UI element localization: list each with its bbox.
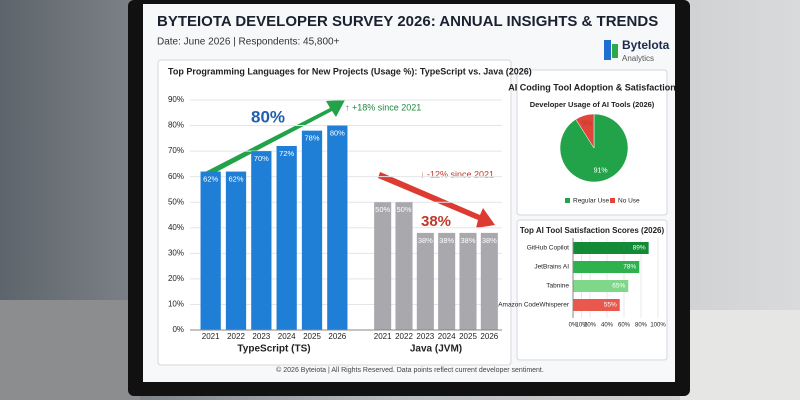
y-tick-label: JetBrains AI — [534, 264, 569, 271]
bar — [225, 171, 247, 330]
bar — [276, 146, 297, 330]
chart-title: Top Programming Languages for New Projec… — [168, 66, 532, 76]
y-tick-label: GitHub Copilot — [527, 245, 569, 252]
group-label: Java (JVM) — [410, 344, 462, 355]
x-tick-label: 100% — [650, 323, 666, 329]
value-label: 91% — [594, 168, 608, 175]
x-tick-label: 60% — [618, 323, 631, 329]
x-tick-label: 2023 — [252, 332, 270, 341]
value-label: 38% — [418, 236, 433, 245]
legend-label: Regular Use — [573, 198, 610, 205]
legend-label: No Use — [618, 198, 640, 205]
header-subtitle: Date: June 2026 | Respondents: 45,800+ — [157, 37, 340, 48]
value-label: 70% — [254, 154, 269, 163]
legend-swatch — [565, 198, 570, 203]
bar — [200, 171, 221, 330]
value-label: 38% — [460, 236, 475, 245]
value-label: 50% — [396, 205, 411, 214]
y-tick-label: 20% — [168, 274, 184, 283]
value-label: 50% — [375, 205, 390, 214]
bar — [374, 202, 392, 330]
y-tick-label: 50% — [168, 197, 184, 206]
x-tick-label: 10% — [575, 323, 588, 329]
y-tick-label: 60% — [168, 172, 184, 181]
header-title: BYTEIOTA DEVELOPER SURVEY 2026: ANNUAL I… — [157, 13, 658, 30]
value-label: 65% — [612, 283, 625, 290]
x-tick-label: 2021 — [374, 332, 392, 341]
chart-title: Developer Usage of AI Tools (2026) — [530, 100, 655, 109]
y-tick-label: 10% — [168, 300, 184, 309]
trend-arrow — [378, 172, 495, 228]
y-tick-label: 30% — [168, 248, 184, 257]
bar — [573, 261, 640, 273]
y-tick-label: 70% — [168, 146, 184, 155]
value-label: 89% — [633, 245, 646, 252]
pot — [680, 310, 800, 400]
x-tick-label: 2025 — [303, 332, 321, 341]
y-tick-label: Tabnine — [546, 283, 569, 290]
logo-sub: Analytics — [622, 54, 654, 63]
pie-slice — [575, 113, 595, 149]
bar — [573, 242, 649, 254]
bar — [251, 151, 272, 330]
desk — [0, 300, 140, 400]
annotation: ↑ +18% since 2021 — [345, 102, 421, 112]
chart-title: Top AI Tool Satisfaction Scores (2026) — [520, 226, 665, 235]
bar — [416, 232, 434, 330]
value-label: 38% — [482, 236, 497, 245]
x-tick-label: 2024 — [278, 332, 296, 341]
value-label: 80% — [330, 129, 345, 138]
bar — [327, 125, 348, 330]
legend-swatch — [610, 198, 615, 203]
footer: © 2026 Byteiota | All Rights Reserved. D… — [276, 366, 544, 374]
annotation: 38% — [421, 213, 451, 230]
x-tick-label: 2023 — [416, 332, 434, 341]
x-tick-label: 0% — [569, 323, 578, 329]
group-label: TypeScript (TS) — [237, 344, 310, 355]
logo: Bytelota — [622, 38, 670, 52]
trend-arrow — [205, 100, 345, 177]
pie-slice — [559, 113, 629, 183]
y-tick-label: 90% — [168, 95, 184, 104]
x-tick-label: 20% — [584, 323, 597, 329]
annotation: 80% — [251, 107, 285, 126]
y-tick-label: 40% — [168, 223, 184, 232]
logo-icon — [612, 44, 618, 58]
x-tick-label: 2022 — [227, 332, 245, 341]
bar — [480, 232, 498, 330]
logo-icon — [604, 40, 611, 60]
value-label: 38% — [439, 236, 454, 245]
bar — [301, 130, 323, 330]
value-label: 78% — [623, 264, 636, 271]
value-label: 55% — [604, 302, 617, 309]
x-tick-label: 2026 — [328, 332, 346, 341]
annotation: ↓ -12% since 2021 — [420, 169, 494, 179]
x-tick-label: 2024 — [438, 332, 456, 341]
x-tick-label: 2025 — [459, 332, 477, 341]
value-label: 72% — [279, 149, 294, 158]
x-tick-label: 2021 — [202, 332, 220, 341]
x-tick-label: 2026 — [480, 332, 498, 341]
y-tick-label: 0% — [172, 325, 184, 334]
x-tick-label: 40% — [601, 323, 614, 329]
y-tick-label: Amazon CodeWhisperer — [498, 302, 570, 309]
value-label: 9% — [582, 120, 592, 127]
value-label: 62% — [203, 175, 218, 184]
bar — [395, 202, 413, 330]
x-tick-label: 2022 — [395, 332, 413, 341]
x-tick-label: 80% — [635, 323, 648, 329]
bar — [573, 280, 629, 292]
value-label: 62% — [228, 175, 243, 184]
panel-title: AI Coding Tool Adoption & Satisfaction — [508, 82, 675, 92]
y-tick-label: 80% — [168, 121, 184, 130]
bar — [459, 232, 477, 330]
bar — [438, 232, 456, 330]
bar — [573, 299, 620, 311]
value-label: 78% — [304, 134, 319, 143]
